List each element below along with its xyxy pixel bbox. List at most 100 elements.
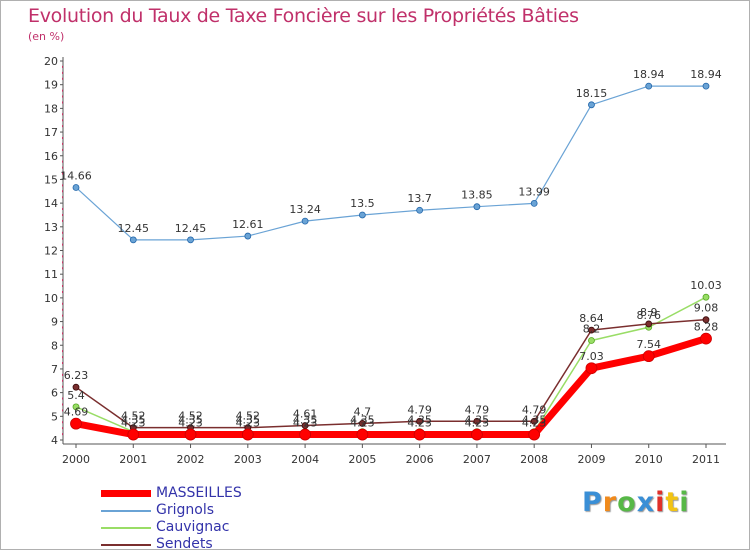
data-label: 4.23 [121,417,146,430]
data-label: 4.52 [121,410,146,423]
data-label: 4.35 [236,414,261,427]
legend-label-cauvignac: Cauvignac [156,519,230,535]
data-label: 8.64 [579,312,604,325]
data-label: 13.24 [289,203,321,216]
data-point [645,82,653,90]
data-label: 8.28 [694,321,719,334]
data-label: 4.35 [465,414,490,427]
y-tick-label: 7 [51,363,58,376]
x-tick-label: 2005 [348,453,376,466]
logo-letter: o [617,487,637,518]
data-point [702,82,710,90]
y-tick-label: 9 [51,316,58,329]
y-tick-label: 20 [44,55,58,68]
legend-label-sendets: Sendets [156,536,213,552]
y-tick-label: 19 [44,79,58,92]
y-tick-label: 8 [51,339,58,352]
y-tick-label: 10 [44,292,58,305]
data-label: 14.66 [60,169,92,182]
data-label: 4.52 [178,410,203,423]
data-label: 13.5 [350,197,375,210]
legend-swatch-sendets [101,544,151,546]
data-label: 4.35 [293,414,318,427]
x-tick-label: 2011 [692,453,720,466]
data-point [127,428,140,441]
logo-letter: P [582,487,603,518]
logo-letter: i [655,487,666,518]
data-label: 4.23 [178,417,203,430]
y-tick-label: 17 [44,126,58,139]
data-label: 18.15 [576,87,608,100]
legend-label-masseilles: MASSEILLES [156,485,242,501]
data-label: 6.23 [64,369,89,382]
x-tick-label: 2000 [62,453,90,466]
x-tick-label: 2003 [234,453,262,466]
y-tick-label: 16 [44,150,58,163]
proxiti-logo: Proxiti [582,487,690,518]
data-label: 13.85 [461,189,493,202]
data-point [184,428,197,441]
data-label: 12.61 [232,218,264,231]
data-label: 12.45 [118,222,150,235]
data-point [588,337,595,344]
y-tick-label: 18 [44,102,58,115]
legend-label-grignols: Grignols [156,502,215,518]
data-label: 4.35 [178,414,203,427]
logo-letter: i [679,487,690,518]
data-point [358,420,366,427]
x-tick-label: 2006 [406,453,434,466]
data-label: 7.03 [579,350,604,363]
data-point [299,428,311,441]
data-point [702,293,710,301]
data-label: 9.08 [694,302,719,315]
y-tick-label: 15 [44,173,58,186]
x-tick-label: 2002 [177,453,205,466]
data-label: 4.79 [522,403,547,416]
data-label: 4.7 [354,405,372,418]
data-point [473,417,481,425]
data-point [129,236,137,244]
data-label: 4.23 [293,417,318,430]
y-tick-label: 4 [51,434,58,447]
data-label: 4.23 [350,417,375,430]
y-tick-label: 14 [44,197,58,210]
x-tick-label: 2010 [635,453,663,466]
logo-letter: x [636,487,656,518]
data-label: 8.9 [640,306,658,319]
data-label: 4.35 [407,414,432,427]
x-tick-label: 2001 [119,453,147,466]
y-tick-label: 5 [51,410,58,423]
series-lines [75,85,708,439]
data-label: 10.03 [690,279,722,292]
value-labels: 14.66 12.45 12.45 12.61 13.24 13.5 13.7 13.85 13… [60,68,722,429]
data-point [471,428,483,441]
y-tick-label: 6 [51,387,58,400]
legend-swatch-masseilles [101,490,151,497]
data-label: 4.23 [465,417,490,430]
data-label: 4.69 [64,406,89,419]
series-line-sendets [75,318,707,429]
x-tick-label: 2004 [291,453,319,466]
series-line-grignols [75,85,706,241]
data-point [702,316,710,324]
x-tick-label: 2007 [463,453,491,466]
data-point [530,417,538,425]
data-point [473,203,481,211]
data-label: 4.23 [522,417,547,430]
chart-axes: 4 5 6 7 8 9 10 11 12 13 14 15 16 17 18 19 20 2000 2001 2002… [44,55,726,466]
data-point [356,428,369,441]
y-tick-label: 12 [44,245,58,258]
data-label: 4.61 [293,408,318,421]
legend-swatch-grignols [101,510,151,512]
data-point [645,320,653,328]
data-label: 4.79 [407,403,432,416]
data-label: 8.2 [583,323,601,336]
data-point [244,232,252,240]
chart-subtitle: (en %) [28,30,65,43]
data-point [530,199,538,207]
data-label: 8.76 [636,309,661,322]
data-label: 13.7 [407,192,432,205]
data-point [585,362,598,375]
